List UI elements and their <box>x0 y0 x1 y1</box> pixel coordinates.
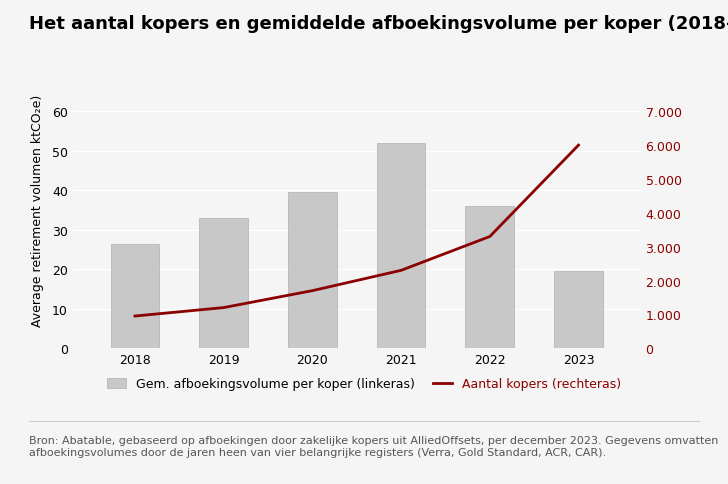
Bar <box>199 218 248 348</box>
Bar <box>111 244 159 348</box>
Y-axis label: Average retirement volumen ktCO₂e): Average retirement volumen ktCO₂e) <box>31 95 44 326</box>
Text: Bron: Abatable, gebaseerd op afboekingen door zakelijke kopers uit AlliedOffsets: Bron: Abatable, gebaseerd op afboekingen… <box>29 436 719 457</box>
Bar <box>465 207 514 348</box>
Legend: Gem. afboekingsvolume per koper (linkeras), Aantal kopers (rechteras): Gem. afboekingsvolume per koper (linkera… <box>102 373 626 395</box>
Bar <box>554 272 603 348</box>
Bar <box>288 193 337 348</box>
Text: Het aantal kopers en gemiddelde afboekingsvolume per koper (2018-2023): Het aantal kopers en gemiddelde afboekin… <box>29 15 728 32</box>
Bar <box>376 144 425 348</box>
